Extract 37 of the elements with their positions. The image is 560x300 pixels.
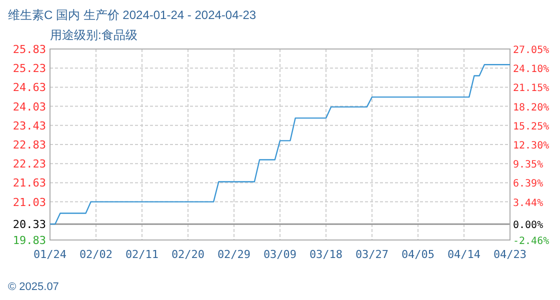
x-tick-label: 04/05 [401, 248, 435, 261]
y-tick-label: 25.23 [12, 62, 46, 76]
y-tick-label: 23.43 [12, 119, 46, 132]
x-tick-label: 01/24 [33, 248, 67, 261]
y2-tick-label: 27.05% [513, 45, 550, 56]
y2-tick-label: 21.15% [513, 83, 550, 94]
x-tick-label: 02/20 [171, 248, 205, 261]
x-tick-label: 03/09 [263, 248, 297, 261]
y-tick-label: 24.03 [12, 100, 46, 114]
y2-tick-label: 9.35% [513, 160, 544, 171]
y-tick-label: 19.83 [12, 234, 46, 247]
y-tick-label: 21.03 [12, 196, 46, 209]
y-tick-label: 25.83 [12, 43, 46, 56]
y2-tick-label: 3.44% [513, 198, 544, 209]
y2-tick-label: 0.00% [513, 220, 544, 232]
x-tick-label: 02/02 [79, 248, 113, 261]
y2-tick-label: 6.39% [513, 178, 544, 190]
x-tick-label: 04/14 [447, 248, 481, 261]
y2-tick-label: 18.20% [513, 102, 550, 114]
x-tick-label: 02/11 [125, 248, 159, 261]
line-series [49, 64, 511, 225]
x-tick-label: 03/27 [355, 248, 389, 261]
y2-tick-label: -2.46% [513, 236, 550, 247]
y-tick-label: 21.63 [12, 176, 46, 190]
y-tick-label: 22.23 [12, 158, 46, 171]
x-tick-label: 04/23 [493, 248, 527, 261]
y-tick-label: 24.63 [12, 81, 46, 94]
chart-title: 维生素C 国内 生产价 2024-01-24 - 2024-04-23 [8, 8, 256, 22]
y-tick-label: 20.33 [12, 218, 46, 232]
x-tick-label: 02/29 [217, 248, 251, 261]
y2-tick-label: 15.25% [513, 121, 550, 132]
x-tick-label: 03/18 [309, 248, 343, 261]
text: © 2025.07 [8, 281, 59, 293]
chart-subtitle: 用途级别:食品级 [50, 28, 138, 42]
y2-tick-label: 24.10% [513, 64, 550, 76]
y2-tick-label: 12.30% [513, 140, 550, 152]
y-tick-label: 22.83 [12, 138, 46, 152]
